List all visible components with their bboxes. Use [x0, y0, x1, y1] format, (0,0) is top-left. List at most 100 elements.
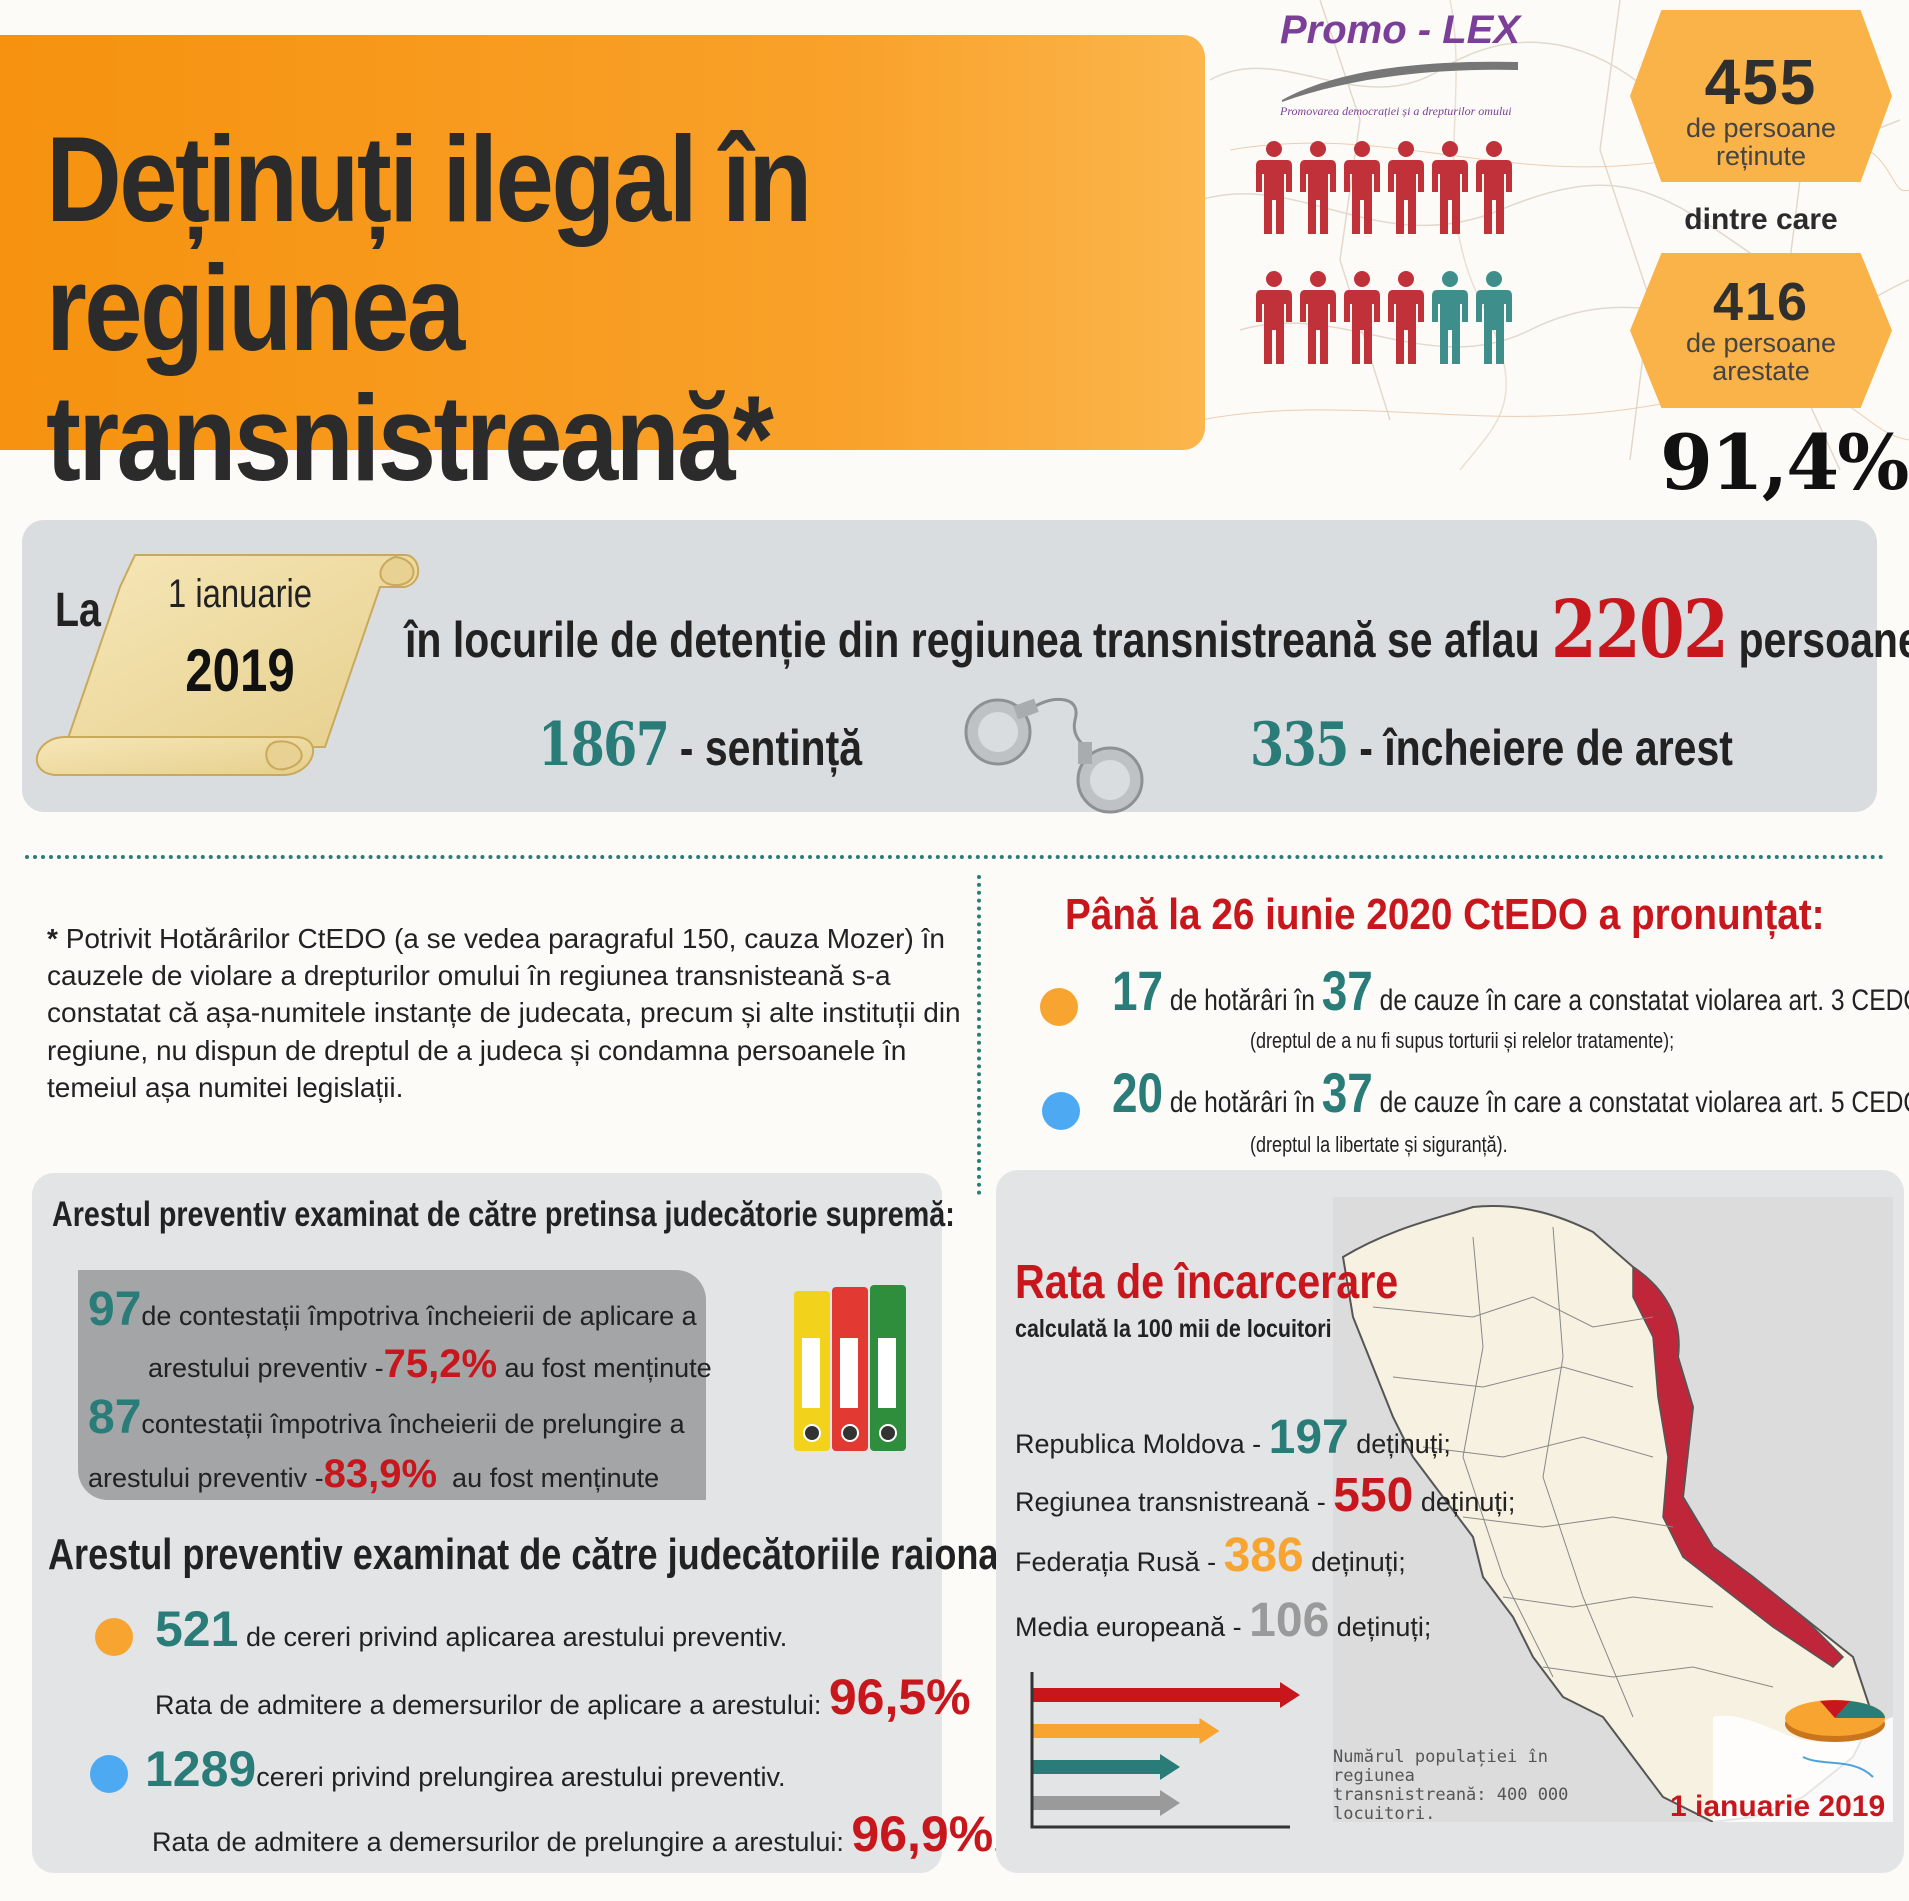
title-line-1: Deținuți ilegal în — [46, 111, 812, 247]
incarceration-row-label: Media europeană - — [1015, 1612, 1242, 1642]
title-line-2: regiunea transnistreană* — [46, 240, 774, 506]
incarceration-arrow — [1032, 1718, 1220, 1744]
incarceration-arrow — [1032, 1682, 1300, 1708]
sentence-number: 1867 — [538, 710, 670, 780]
district-b-num: 1289 — [145, 1741, 257, 1797]
ctedo-item-2-sub: (dreptul la libertate și siguranță). — [1250, 1132, 1508, 1157]
district-a-num: 521 — [155, 1601, 239, 1657]
ctedo-item-1-sub: (dreptul de a nu fi supus torturii și re… — [1250, 1028, 1675, 1053]
arrested-percent: 91,4% — [1660, 418, 1909, 507]
blue-bullet-icon — [1042, 1092, 1080, 1130]
supreme-r2-num: 87 — [88, 1391, 142, 1444]
incarceration-row: Federația Rusă - 386 deținuți; — [1015, 1528, 1406, 1583]
incarceration-row-label: Regiunea transnistreană - — [1015, 1487, 1326, 1517]
person-icon — [1256, 141, 1292, 234]
person-icon — [1476, 141, 1512, 234]
supreme-box — [78, 1270, 706, 1500]
horizontal-divider — [25, 855, 1885, 859]
vertical-divider — [977, 875, 981, 1195]
district-row-a: 521 de cereri privind aplicarea arestulu… — [155, 1600, 787, 1658]
district-a-text: de cereri privind aplicarea arestului pr… — [245, 1622, 788, 1652]
incarceration-row-value: 197 — [1268, 1411, 1349, 1464]
person-icon — [1300, 271, 1336, 364]
logo-swoosh — [1282, 61, 1518, 102]
arrest-label: - încheiere de arest — [1359, 720, 1733, 776]
handcuffs-icon — [964, 697, 1144, 814]
supreme-row-2b: arestului preventiv -83,9% au fost menți… — [88, 1452, 659, 1497]
incarceration-row: Regiunea transnistreană - 550 deținuți; — [1015, 1468, 1515, 1523]
ctedo-item-1-mid: de hotărâri în — [1169, 984, 1315, 1017]
arrested-label-2: arestate — [1712, 356, 1810, 387]
arrow-axis — [1030, 1672, 1290, 1829]
page-title: Deținuți ilegal în regiunea transnistrea… — [46, 111, 1009, 506]
incarceration-arrow — [1032, 1790, 1180, 1816]
person-icon — [1256, 271, 1292, 364]
orange-bullet-icon — [95, 1618, 133, 1656]
ctedo-title: Până la 26 iunie 2020 CtEDO a pronunțat: — [1065, 890, 1825, 939]
ctedo-item-2-mid: de hotărâri în — [1169, 1086, 1315, 1119]
person-icon — [1432, 141, 1468, 234]
person-icon — [1388, 271, 1424, 364]
incarceration-arrows — [1030, 1672, 1300, 1829]
footnote: * Potrivit Hotărârilor CtEDO (a se vedea… — [47, 920, 967, 1106]
population-note: Numărul populației în regiunea transnist… — [1333, 1747, 1569, 1825]
supreme-r1-text-b: arestului preventiv - — [148, 1353, 384, 1383]
district-b-rate: 96,9% — [851, 1806, 994, 1862]
incarceration-row: Republica Moldova - 197 deținuți; — [1015, 1410, 1451, 1465]
incarceration-subtitle: calculată la 100 mii de locuitori — [1015, 1315, 1332, 1343]
ctedo-item-2-total: 37 — [1321, 1061, 1373, 1124]
person-icon — [1344, 271, 1380, 364]
incarceration-row-suffix: deținuți; — [1336, 1612, 1432, 1642]
district-rate-b: Rata de admitere a demersurilor de prelu… — [152, 1805, 1001, 1863]
arrest-stat: 335 - încheiere de arest — [1250, 710, 1733, 780]
incarceration-row-label: Federația Rusă - — [1015, 1547, 1217, 1577]
incarceration-row-value: 106 — [1249, 1594, 1330, 1647]
supreme-r2-text-b: arestului preventiv - — [88, 1463, 324, 1493]
binders-icon — [794, 1285, 906, 1451]
connector-text: dintre care — [1684, 203, 1838, 236]
person-icon — [1476, 271, 1512, 364]
date-year: 2019 — [185, 637, 295, 704]
incarceration-title: Rata de încarcerare — [1015, 1256, 1399, 1309]
blue-bullet-icon — [90, 1755, 128, 1793]
sentence-stat: 1867 - sentință — [538, 710, 862, 780]
incarceration-arrow — [1032, 1754, 1180, 1780]
supreme-r2-pct: 83,9% — [323, 1452, 438, 1496]
ctedo-item-1-total: 37 — [1321, 959, 1373, 1022]
district-a-rate-label: Rata de admitere a demersurilor de aplic… — [155, 1690, 822, 1720]
person-icon — [1300, 141, 1336, 234]
la-label: La — [55, 584, 101, 637]
detention-text-before: în locurile de detenție din regiunea tra… — [405, 612, 1540, 668]
supreme-r1-num: 97 — [88, 1283, 142, 1336]
ctedo-item-2-num: 20 — [1112, 1061, 1164, 1124]
retained-hexagon: 455 de persoane reținute — [1630, 10, 1892, 182]
logo-subtitle: Promovarea democrației și a drepturilor … — [1280, 104, 1512, 118]
supreme-r2-text-c: au fost menținute — [452, 1463, 660, 1493]
ctedo-item-2: 20 de hotărâri în 37 de cauze în care a … — [1112, 1060, 1909, 1125]
footnote-star: * — [47, 923, 58, 954]
person-icon — [1344, 141, 1380, 234]
incarceration-row-suffix: deținuți; — [1311, 1547, 1406, 1577]
supreme-r1-pct: 75,2% — [383, 1342, 498, 1386]
scroll-icon — [35, 554, 420, 776]
person-icon — [1432, 271, 1468, 364]
incarceration-row-suffix: deținuți; — [1420, 1487, 1516, 1517]
retained-label-2: reținute — [1715, 141, 1807, 172]
detention-sentence: în locurile de detenție din regiunea tra… — [405, 582, 1909, 676]
district-a-rate: 96,5% — [828, 1669, 971, 1725]
promo-lex-logo: Promo - LEX — [1280, 8, 1521, 52]
person-icon — [1388, 141, 1424, 234]
supreme-r1-text-a: de contestații împotriva încheierii de a… — [141, 1301, 697, 1331]
district-b-rate-label: Rata de admitere a demersurilor de prelu… — [152, 1827, 844, 1857]
footnote-text: Potrivit Hotărârilor CtEDO (a se vedea p… — [47, 923, 961, 1103]
pie-icon — [1785, 1700, 1885, 1742]
date-day: 1 ianuarie — [167, 572, 313, 616]
arrested-label-1: de persoane — [1685, 328, 1837, 358]
ctedo-item-1-num: 17 — [1112, 959, 1164, 1022]
supreme-row-1b: arestului preventiv -75,2% au fost menți… — [148, 1342, 712, 1387]
ctedo-item-1: 17 de hotărâri în 37 de cauze în care a … — [1112, 958, 1909, 1023]
ctedo-item-2-text: de cauze în care a constatat violarea ar… — [1379, 1086, 1909, 1119]
supreme-r1-text-c: au fost menținute — [504, 1353, 712, 1383]
supreme-row-1a: 97de contestații împotriva încheierii de… — [88, 1282, 697, 1337]
incarceration-row-value: 386 — [1223, 1529, 1304, 1582]
